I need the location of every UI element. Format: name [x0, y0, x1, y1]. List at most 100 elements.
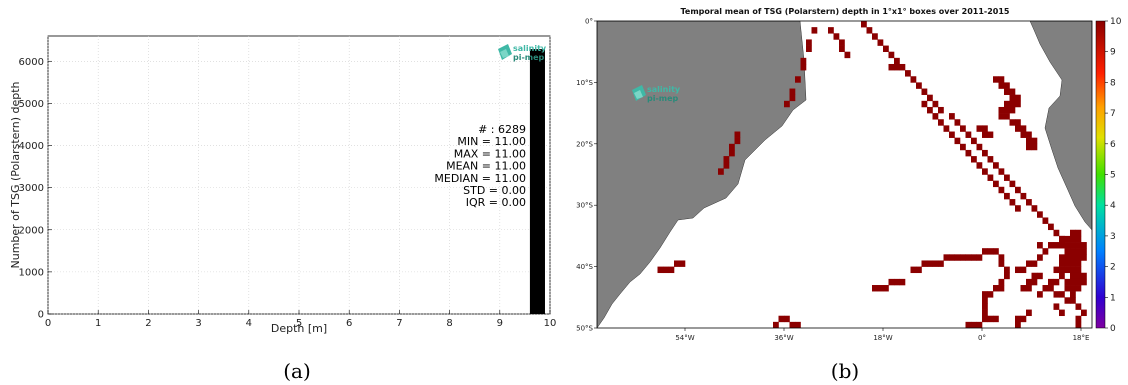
map-cell	[987, 174, 994, 181]
map-cell	[987, 291, 994, 298]
map-cell	[932, 100, 939, 108]
map-cell	[1070, 297, 1076, 304]
x-tick-label: 10	[544, 318, 557, 329]
map-cell	[1048, 285, 1054, 292]
colorbar-tick-label: 1	[1110, 293, 1116, 303]
map-cell	[1064, 248, 1071, 255]
map-cell	[806, 45, 812, 52]
map-cell	[982, 125, 988, 132]
map-cell	[1075, 321, 1082, 328]
map-cell	[668, 266, 675, 274]
map-cell	[1059, 254, 1065, 261]
map-cell	[993, 162, 999, 169]
africa-land	[1029, 21, 1092, 231]
map-cell	[1004, 106, 1010, 114]
map-cell	[679, 260, 686, 267]
map-cell	[866, 27, 873, 34]
map-cell	[1064, 242, 1071, 249]
map-cell	[1081, 254, 1087, 261]
map-cell	[800, 57, 807, 65]
map-cell	[998, 254, 1005, 261]
map-cell	[971, 156, 977, 163]
map-cell	[993, 180, 999, 188]
map-cell	[1026, 143, 1032, 151]
y-tick-label: 5000	[19, 99, 44, 110]
map-cell	[1070, 242, 1076, 249]
map-cell	[1031, 278, 1038, 286]
map-cell	[921, 100, 928, 108]
lon-tick-label: 0°	[978, 334, 986, 342]
map-cell	[949, 131, 955, 138]
map-cell	[1053, 291, 1060, 298]
map-cell	[1037, 254, 1043, 261]
x-tick-label: 6	[346, 318, 352, 329]
map-cell	[1059, 235, 1065, 243]
map-cell	[916, 82, 922, 89]
map-cell	[1064, 285, 1071, 292]
map-cell	[1064, 260, 1071, 267]
map-cell	[1042, 285, 1049, 292]
map-cell	[1059, 266, 1065, 274]
map-cell	[839, 45, 845, 52]
map-cell	[1059, 309, 1065, 317]
map-cell	[789, 321, 796, 328]
x-tick-label: 7	[396, 318, 402, 329]
map-cell	[899, 278, 906, 286]
map-cell	[938, 260, 944, 267]
stat-line: MEDIAN = 11.00	[434, 172, 526, 185]
x-tick-label: 9	[497, 318, 503, 329]
map-cell	[1070, 291, 1076, 298]
map-title: Temporal mean of TSG (Polarstern) depth …	[681, 7, 1010, 16]
x-tick-label: 5	[296, 318, 302, 329]
map-cell	[927, 260, 933, 267]
map-cell	[1053, 303, 1060, 310]
map-cell	[1015, 100, 1021, 108]
map-cell	[723, 156, 730, 163]
map-cell	[1015, 125, 1021, 132]
map-cell	[921, 88, 928, 95]
map-cell	[1015, 266, 1021, 274]
map-cell	[1015, 205, 1021, 212]
map-cell	[723, 162, 730, 169]
map-cell	[1048, 278, 1054, 286]
map-cell	[987, 315, 994, 323]
map-cell	[965, 321, 972, 328]
logo-text-line2: pi-mep	[513, 53, 545, 62]
map-cell	[982, 303, 988, 310]
map-cell	[921, 260, 928, 267]
map-cell	[1009, 106, 1016, 114]
map-cell	[976, 125, 983, 132]
y-tick-label: 4000	[19, 141, 44, 152]
map-cell	[998, 260, 1005, 267]
map-cell	[1009, 94, 1016, 102]
map-cell	[1042, 217, 1049, 224]
stat-line: MAX = 11.00	[454, 147, 526, 160]
map-cell	[1048, 242, 1054, 249]
map-cell	[1075, 272, 1082, 280]
map-cell	[1031, 260, 1038, 267]
map-cell	[998, 113, 1005, 120]
map-cell	[877, 285, 884, 292]
map-cell	[932, 260, 939, 267]
map-cell	[795, 76, 801, 83]
map-cell	[993, 76, 999, 83]
map-cell	[1020, 315, 1027, 323]
map-cell	[1081, 309, 1087, 317]
lat-tick-label: 0°	[585, 18, 593, 26]
map-data-cells	[657, 21, 1087, 328]
map-cell	[993, 285, 999, 292]
map-cell	[1009, 88, 1016, 95]
map-cell	[927, 94, 933, 102]
stat-line: # : 6289	[478, 123, 526, 136]
map-cell	[916, 266, 922, 274]
map-cell	[877, 39, 884, 46]
map-cell	[1026, 137, 1032, 145]
map-cell	[1015, 315, 1021, 323]
map-cell	[965, 149, 972, 157]
map-cell	[1081, 272, 1087, 280]
colorbar-tick-label: 2	[1110, 263, 1116, 273]
south-america-land	[597, 21, 807, 328]
map-cell	[998, 106, 1005, 114]
map-cell	[894, 57, 900, 65]
